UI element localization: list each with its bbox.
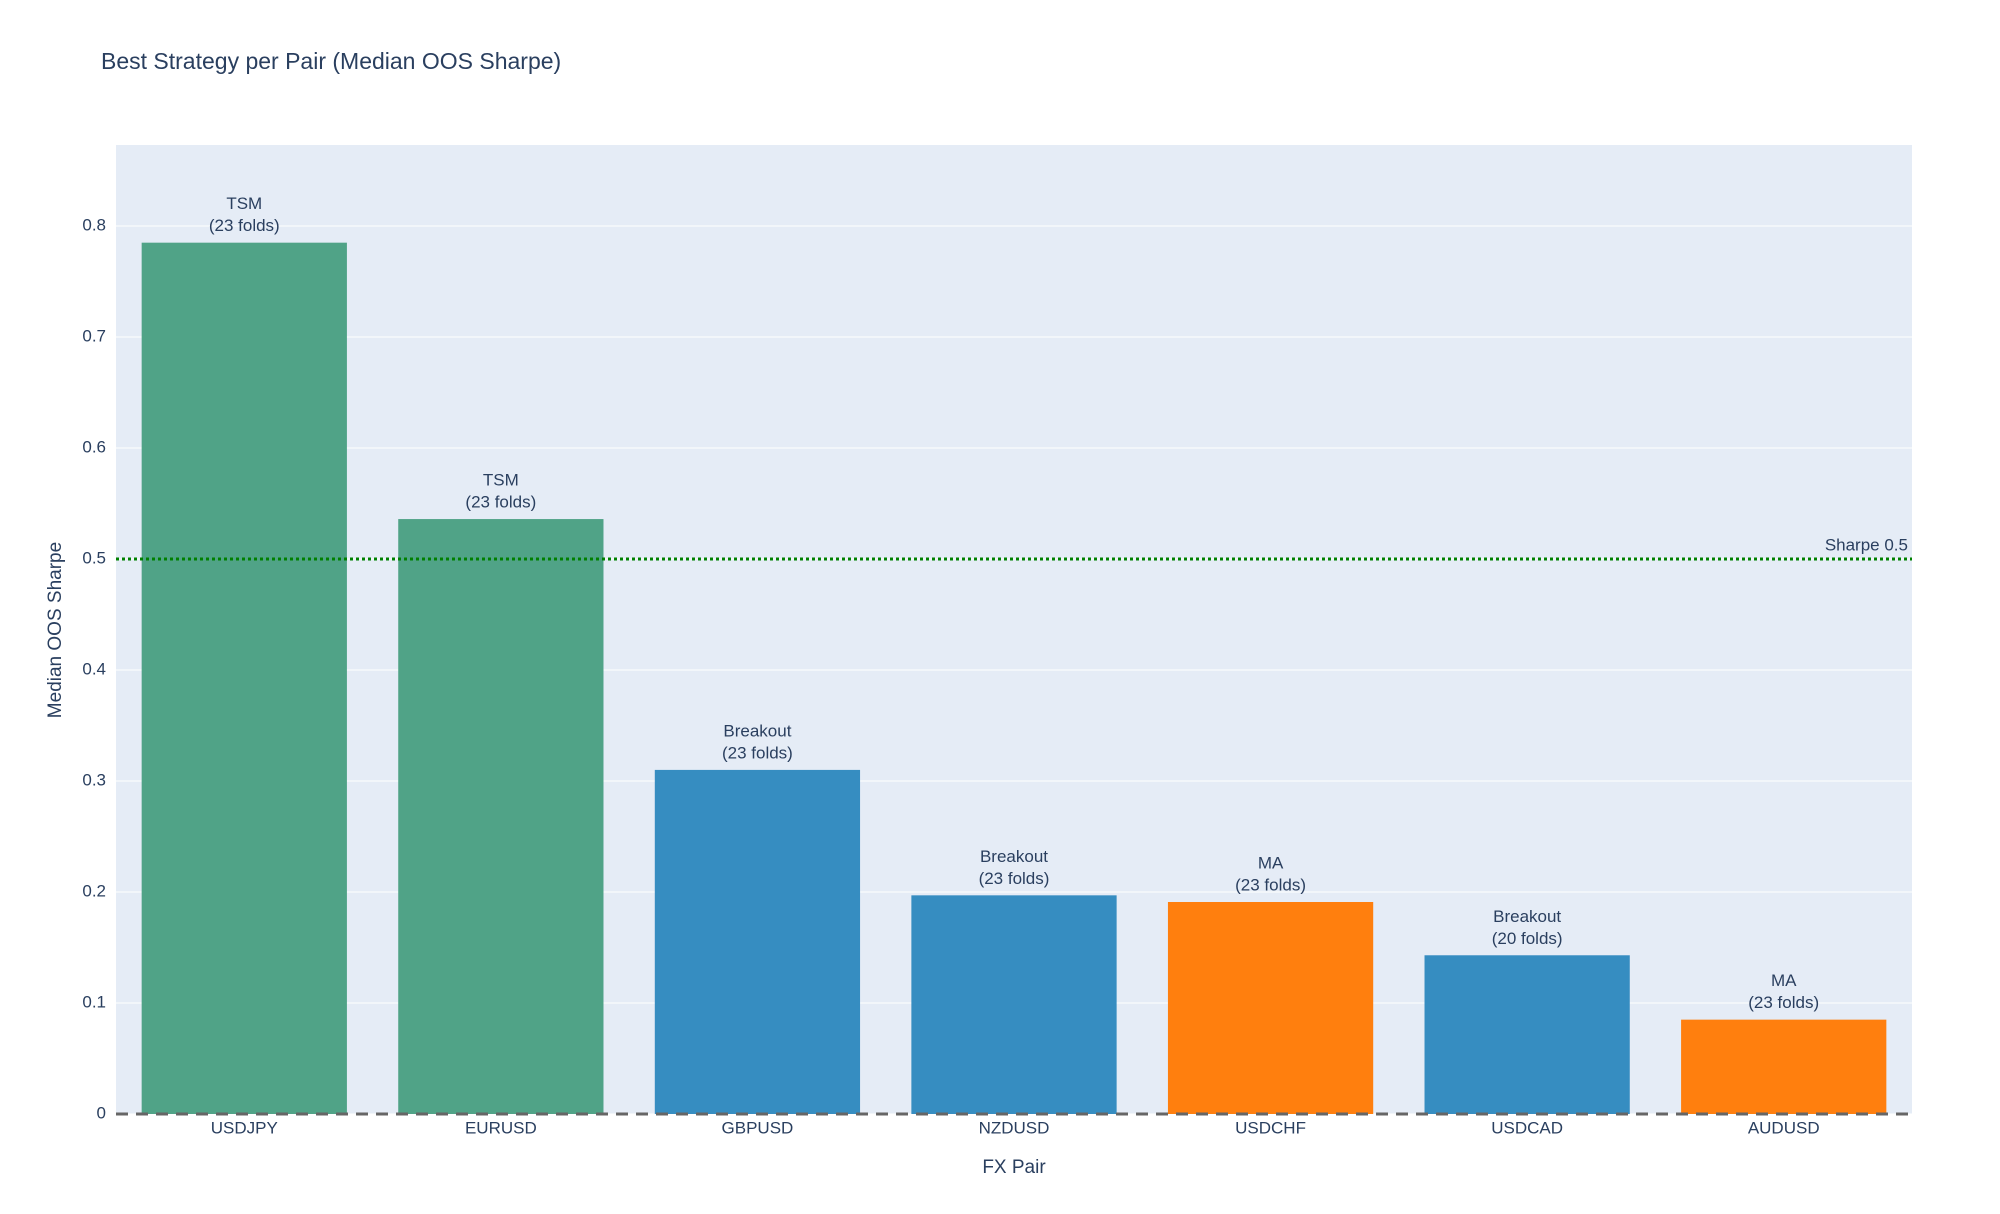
y-tick-label: 0 [97, 1103, 106, 1122]
x-tick-label: AUDUSD [1748, 1118, 1820, 1137]
bar [1681, 1019, 1887, 1114]
x-axis-title: FX Pair [982, 1157, 1046, 1178]
bar-annotation: MA [1258, 853, 1284, 872]
y-tick-label: 0.3 [82, 770, 106, 789]
x-tick-label: NZDUSD [979, 1118, 1050, 1137]
bar [141, 242, 347, 1114]
x-tick-label: GBPUSD [722, 1118, 794, 1137]
bar [911, 895, 1117, 1114]
bar-annotation: (20 folds) [1492, 929, 1563, 948]
bar-annotation: (23 folds) [979, 869, 1050, 888]
bar-annotation: Breakout [723, 721, 791, 740]
y-tick-label: 0.4 [82, 659, 106, 678]
y-tick-label: 0.8 [82, 216, 106, 235]
bar-annotation: MA [1771, 971, 1797, 990]
x-tick-label: USDCHF [1235, 1118, 1306, 1137]
bar [1424, 955, 1630, 1114]
bar-annotation: TSM [226, 194, 262, 213]
bar-annotation: (23 folds) [722, 743, 793, 762]
y-tick-label: 0.1 [82, 992, 106, 1011]
y-tick-label: 0.7 [82, 327, 106, 346]
reference-line-label: Sharpe 0.5 [1825, 536, 1908, 555]
bar [398, 519, 604, 1114]
x-tick-label: EURUSD [465, 1118, 537, 1137]
bar [654, 769, 861, 1114]
bar-annotation: (23 folds) [1235, 875, 1306, 894]
y-axis-title: Median OOS Sharpe [45, 542, 66, 718]
bar [1167, 901, 1374, 1114]
bar-annotation: TSM [483, 471, 519, 490]
chart-title: Best Strategy per Pair (Median OOS Sharp… [101, 48, 561, 74]
x-tick-label: USDJPY [211, 1118, 278, 1137]
y-tick-label: 0.5 [82, 549, 106, 568]
x-tick-label: USDCAD [1491, 1118, 1563, 1137]
y-tick-label: 0.6 [82, 438, 106, 457]
bar-annotation: (23 folds) [1748, 993, 1819, 1012]
bar-annotation: Breakout [1493, 907, 1561, 926]
bar-annotation: (23 folds) [209, 216, 280, 235]
y-tick-label: 0.2 [82, 881, 106, 900]
bar-annotation: Breakout [980, 847, 1048, 866]
bar-annotation: (23 folds) [465, 493, 536, 512]
